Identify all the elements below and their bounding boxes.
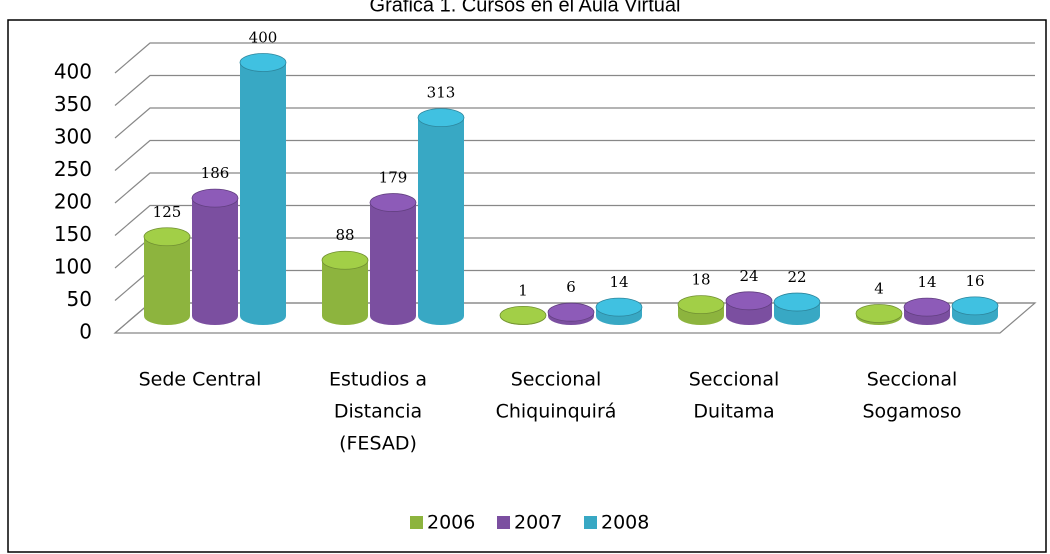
x-tick-label: Duitama — [693, 401, 774, 423]
data-label: 24 — [739, 267, 758, 285]
bar — [951, 296, 999, 325]
bar-body — [192, 198, 238, 325]
bar-top — [951, 296, 999, 316]
bar-top — [499, 305, 547, 325]
data-label: 14 — [917, 273, 936, 291]
y-tick-label: 150 — [54, 222, 92, 246]
legend-label: 2007 — [514, 512, 562, 534]
data-label: 313 — [427, 84, 456, 102]
x-tick-label: Distancia — [334, 401, 422, 423]
bar — [595, 297, 643, 325]
y-tick-label: 50 — [67, 287, 92, 311]
data-label: 18 — [691, 271, 710, 289]
x-tick-label: Chiquinquirá — [496, 401, 617, 423]
bar — [855, 304, 903, 325]
x-tick-label: (FESAD) — [339, 433, 417, 455]
data-label: 1 — [518, 281, 528, 299]
data-label: 14 — [609, 273, 628, 291]
bar — [369, 193, 417, 325]
bar-top — [143, 227, 191, 247]
bar-top — [321, 250, 369, 270]
bar — [499, 305, 547, 325]
legend-label: 2008 — [601, 512, 649, 534]
bar-body — [144, 236, 190, 325]
bar-top — [191, 188, 239, 208]
grid-line — [114, 42, 1035, 74]
y-tick-label: 400 — [54, 60, 92, 84]
grid-line — [114, 74, 1035, 106]
data-label: 4 — [874, 279, 884, 297]
chart-title: Gráfica 1. Cursos en el Aula Virtual — [370, 0, 681, 16]
data-label: 179 — [379, 169, 408, 187]
legend-swatch — [410, 516, 423, 529]
data-label: 22 — [787, 268, 806, 286]
x-tick-label: Estudios a — [329, 369, 427, 391]
bar — [191, 188, 239, 325]
data-label: 16 — [965, 272, 984, 290]
grid-line — [114, 139, 1035, 171]
bar-top — [903, 297, 951, 317]
grid-line — [114, 172, 1035, 204]
bar-top — [677, 295, 725, 314]
bar — [547, 302, 595, 325]
x-tick-label: Sede Central — [139, 369, 262, 391]
bar-top — [855, 304, 903, 323]
bar-top — [595, 297, 643, 317]
bar-top — [547, 302, 595, 322]
legend-swatch — [497, 516, 510, 529]
y-tick-label: 350 — [54, 92, 92, 116]
data-label: 125 — [153, 203, 182, 221]
bar-body — [322, 260, 368, 325]
x-tick-label: Seccional — [511, 369, 602, 391]
bar-top — [369, 193, 417, 212]
bar-top — [239, 53, 287, 72]
grid-line — [114, 107, 1035, 139]
bar-body — [418, 117, 464, 325]
bar — [417, 108, 465, 325]
bar-body — [240, 62, 286, 325]
bar-body — [370, 202, 416, 325]
legend-label: 2006 — [427, 512, 475, 534]
y-tick-label: 300 — [54, 125, 92, 149]
y-tick-label: 100 — [54, 255, 92, 279]
bar — [239, 53, 287, 325]
y-tick-label: 0 — [79, 320, 92, 344]
bar — [903, 297, 951, 325]
x-tick-label: Seccional — [689, 369, 780, 391]
bar-top — [417, 108, 465, 128]
bar — [143, 227, 191, 325]
bar — [773, 292, 821, 325]
bar — [321, 250, 369, 325]
data-label: 88 — [335, 226, 354, 244]
bar — [725, 291, 773, 325]
y-tick-label: 200 — [54, 190, 92, 214]
data-label: 6 — [566, 278, 576, 296]
legend-swatch — [584, 516, 597, 529]
y-tick-label: 250 — [54, 157, 92, 181]
data-label: 400 — [249, 29, 278, 47]
data-label: 186 — [201, 164, 230, 182]
x-tick-label: Sogamoso — [862, 401, 961, 423]
x-tick-label: Seccional — [867, 369, 958, 391]
bar-top — [773, 292, 821, 312]
grid-line — [114, 204, 1035, 236]
bar-top — [725, 291, 773, 311]
bar — [677, 295, 725, 325]
